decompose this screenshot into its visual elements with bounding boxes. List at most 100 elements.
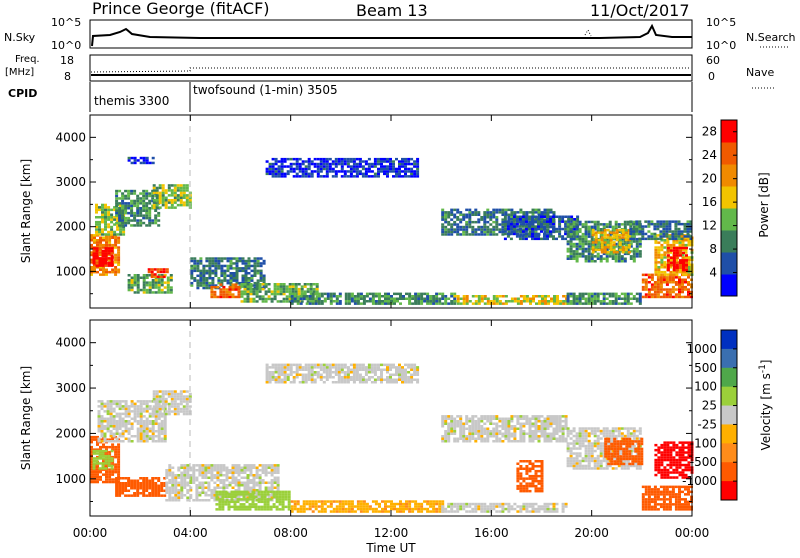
data-cell bbox=[101, 218, 104, 221]
data-cell bbox=[356, 168, 359, 171]
data-cell bbox=[282, 506, 285, 509]
data-cell bbox=[570, 231, 573, 234]
data-cell bbox=[130, 482, 133, 485]
data-cell bbox=[312, 505, 315, 508]
data-cell bbox=[196, 275, 199, 278]
data-cell bbox=[387, 300, 390, 303]
data-cell bbox=[279, 508, 282, 511]
data-cell bbox=[362, 168, 365, 171]
data-cell bbox=[320, 163, 323, 166]
data-cell bbox=[555, 230, 558, 233]
data-cell bbox=[152, 428, 155, 431]
data-cell bbox=[366, 510, 369, 513]
data-cell bbox=[320, 170, 323, 173]
data-cell bbox=[133, 485, 136, 488]
data-cell bbox=[211, 279, 214, 282]
data-cell bbox=[171, 484, 174, 487]
data-cell bbox=[544, 211, 547, 214]
data-cell bbox=[265, 474, 268, 477]
data-cell bbox=[333, 293, 336, 296]
data-cell bbox=[174, 189, 177, 192]
data-cell bbox=[659, 235, 662, 238]
data-cell bbox=[375, 302, 378, 305]
data-cell bbox=[128, 159, 131, 162]
data-cell bbox=[632, 233, 635, 236]
data-cell bbox=[665, 228, 668, 231]
data-cell bbox=[136, 195, 139, 198]
data-cell bbox=[286, 300, 289, 303]
data-cell bbox=[604, 246, 607, 249]
data-cell bbox=[351, 295, 354, 298]
data-cell bbox=[573, 245, 576, 248]
data-cell bbox=[148, 492, 151, 495]
data-cell bbox=[516, 233, 519, 236]
data-cell bbox=[478, 300, 481, 303]
data-cell bbox=[444, 295, 447, 298]
data-cell bbox=[632, 238, 635, 241]
data-cell bbox=[247, 298, 250, 301]
data-cell bbox=[435, 503, 438, 506]
data-cell bbox=[171, 492, 174, 495]
data-cell bbox=[570, 253, 573, 256]
data-cell bbox=[229, 296, 232, 299]
data-cell bbox=[372, 293, 375, 296]
data-cell bbox=[96, 264, 99, 267]
data-cell bbox=[276, 491, 279, 494]
data-cell bbox=[140, 433, 143, 436]
data-cell bbox=[335, 175, 338, 178]
data-cell bbox=[171, 199, 174, 202]
data-cell bbox=[186, 410, 189, 413]
data-cell bbox=[345, 503, 348, 506]
data-cell bbox=[570, 255, 573, 258]
data-cell bbox=[272, 158, 275, 161]
data-cell bbox=[654, 288, 657, 291]
data-cell bbox=[149, 415, 152, 418]
data-cell bbox=[321, 300, 324, 303]
data-cell bbox=[259, 298, 262, 301]
data-cell bbox=[576, 300, 579, 303]
data-cell bbox=[229, 482, 232, 485]
data-cell bbox=[165, 398, 168, 401]
data-cell bbox=[327, 505, 330, 508]
data-cell bbox=[142, 477, 145, 480]
data-cell bbox=[312, 302, 315, 305]
data-cell bbox=[678, 233, 681, 236]
data-cell bbox=[663, 271, 666, 274]
data-cell bbox=[154, 492, 157, 495]
data-cell bbox=[312, 293, 315, 296]
data-cell bbox=[261, 508, 264, 511]
data-cell bbox=[143, 410, 146, 413]
data-cell bbox=[218, 506, 221, 509]
data-cell bbox=[532, 295, 535, 298]
data-cell bbox=[666, 281, 669, 284]
data-cell bbox=[177, 199, 180, 202]
data-cell bbox=[142, 200, 145, 203]
data-cell bbox=[681, 286, 684, 289]
data-cell bbox=[441, 508, 444, 511]
data-cell bbox=[168, 413, 171, 416]
data-cell bbox=[219, 479, 222, 482]
data-cell bbox=[160, 271, 163, 274]
data-cell bbox=[101, 231, 104, 234]
data-cell bbox=[408, 302, 411, 305]
data-cell bbox=[110, 413, 113, 416]
data-cell bbox=[381, 500, 384, 503]
data-cell bbox=[154, 217, 157, 220]
data-cell bbox=[115, 202, 118, 205]
data-cell bbox=[567, 300, 570, 303]
data-cell bbox=[246, 501, 249, 504]
data-cell bbox=[233, 262, 236, 265]
data-cell bbox=[108, 264, 111, 267]
data-cell bbox=[130, 202, 133, 205]
data-cell bbox=[660, 264, 663, 267]
data-cell bbox=[573, 258, 576, 261]
data-cell bbox=[170, 274, 173, 277]
data-cell bbox=[603, 293, 606, 296]
data-cell bbox=[249, 508, 252, 511]
data-cell bbox=[395, 168, 398, 171]
data-cell bbox=[122, 408, 125, 411]
data-cell bbox=[293, 163, 296, 166]
data-cell bbox=[236, 260, 239, 263]
data-cell bbox=[282, 503, 285, 506]
data-cell bbox=[229, 469, 232, 472]
